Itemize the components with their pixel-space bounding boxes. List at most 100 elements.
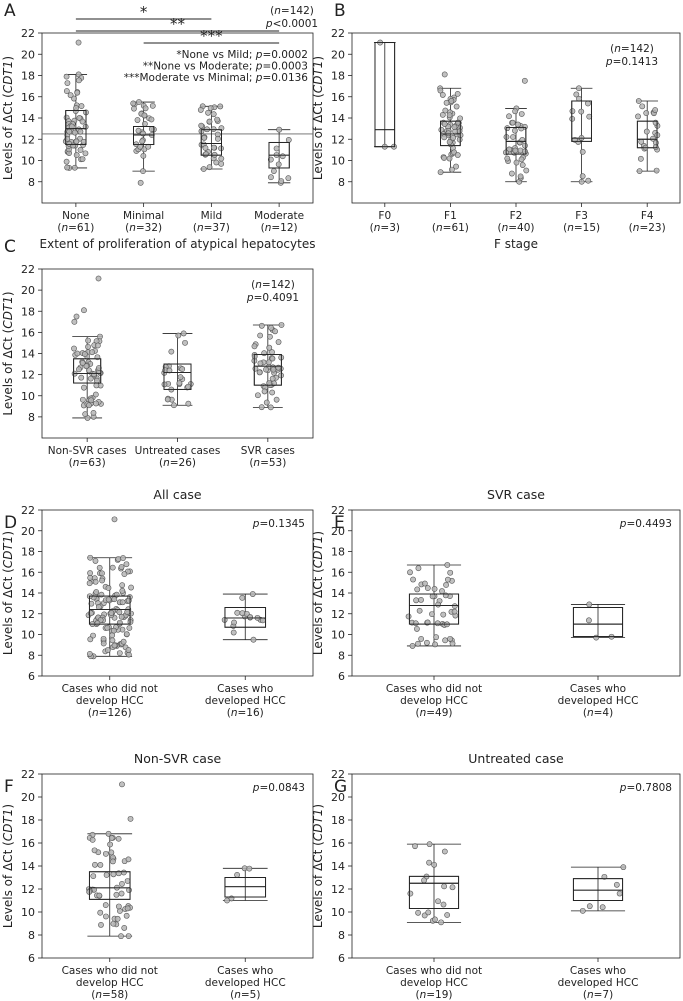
y-tick-label: 14 <box>21 587 35 600</box>
data-point <box>407 569 413 576</box>
data-point <box>451 608 458 615</box>
data-point <box>102 902 109 908</box>
y-tick-label: 16 <box>21 837 35 850</box>
box-outline <box>163 363 192 390</box>
y-tick-label: 20 <box>331 791 345 804</box>
x-category-label: F0 <box>378 210 391 222</box>
data-point <box>98 921 104 928</box>
box-0 <box>62 39 89 171</box>
data-point <box>124 609 131 615</box>
data-point <box>93 589 100 595</box>
y-tick-label: 10 <box>21 906 35 919</box>
data-point <box>453 163 459 170</box>
plot-frame <box>351 773 681 959</box>
data-point <box>87 554 94 561</box>
data-point <box>182 339 188 346</box>
y-tick-label: 8 <box>28 649 35 662</box>
panel-c: 8 10 12 14 16 18 20 22 Non-SVR cases(n=63) Untrea… <box>1 237 314 469</box>
data-point <box>110 920 117 927</box>
x-category-label: Cases who <box>217 965 273 977</box>
panel-label: D <box>4 513 17 533</box>
data-point <box>446 155 453 162</box>
data-point <box>82 150 89 157</box>
data-point <box>441 71 448 78</box>
data-point <box>418 597 424 603</box>
data-point <box>441 121 448 127</box>
data-point <box>429 611 435 618</box>
data-point <box>103 872 110 878</box>
box-0 <box>85 516 134 660</box>
data-point <box>453 103 460 110</box>
data-point <box>95 275 102 282</box>
box-outline <box>65 110 87 146</box>
x-category-label: None <box>62 210 89 222</box>
y-axis-label: Levels of ΔCt (CDT1) <box>1 531 15 655</box>
data-point <box>523 167 530 174</box>
data-point <box>446 112 453 119</box>
y-tick-label: 18 <box>331 814 345 827</box>
data-point <box>508 170 515 177</box>
data-point <box>275 161 282 168</box>
data-point <box>185 383 192 390</box>
data-point <box>437 87 444 94</box>
y-tick-label: 18 <box>21 546 35 559</box>
data-point <box>139 138 146 145</box>
data-point <box>185 400 192 407</box>
x-category-label: F2 <box>510 210 523 222</box>
y-tick-label: 10 <box>21 390 35 403</box>
data-point <box>118 613 125 620</box>
data-point <box>643 110 650 116</box>
data-point <box>82 411 89 418</box>
x-category-n: (n=5) <box>230 989 260 1001</box>
data-point <box>114 915 121 922</box>
data-point <box>119 582 126 589</box>
data-point <box>95 365 102 371</box>
data-point <box>246 865 253 872</box>
data-point <box>421 580 428 587</box>
data-point <box>109 637 116 644</box>
y-tick-label: 14 <box>331 860 345 873</box>
data-point <box>405 613 412 620</box>
y-tick-label: 18 <box>21 70 35 83</box>
box-outline <box>200 129 222 156</box>
data-point <box>438 919 444 926</box>
y-tick-label: 6 <box>338 670 345 683</box>
box-1 <box>570 864 627 914</box>
data-point <box>89 836 96 843</box>
x-category-n: (n=7) <box>583 989 613 1001</box>
p-value-label: p=0.1345 <box>252 518 305 530</box>
data-point <box>431 586 438 592</box>
data-point <box>166 367 173 374</box>
data-point <box>513 159 520 166</box>
data-point <box>164 396 171 403</box>
data-point <box>273 396 280 403</box>
y-tick-label: 6 <box>28 670 35 683</box>
x-category-label: Untreated cases <box>135 445 221 457</box>
data-point <box>119 881 125 887</box>
data-point <box>135 127 142 134</box>
data-point <box>77 147 84 153</box>
data-point <box>134 117 141 123</box>
box-outline <box>88 595 131 625</box>
data-point <box>444 576 451 583</box>
y-tick-label: 22 <box>331 768 345 781</box>
data-point <box>213 159 220 166</box>
box-4 <box>635 98 661 175</box>
box-outline <box>572 607 624 638</box>
data-point <box>285 137 292 143</box>
y-axis-label: Levels of ΔCt (CDT1) <box>1 804 15 928</box>
box-outline <box>88 871 131 900</box>
data-point <box>442 107 449 114</box>
data-point <box>257 332 264 339</box>
data-point <box>637 155 644 162</box>
panel-label: B <box>334 1 346 21</box>
y-tick-label: 14 <box>331 112 345 125</box>
data-point <box>94 377 100 384</box>
box-outline <box>253 354 282 386</box>
y-tick-label: 16 <box>21 326 35 339</box>
data-point <box>85 402 92 409</box>
data-point <box>578 178 585 185</box>
box <box>374 42 396 148</box>
x-category-label: develop HCC <box>400 977 468 989</box>
